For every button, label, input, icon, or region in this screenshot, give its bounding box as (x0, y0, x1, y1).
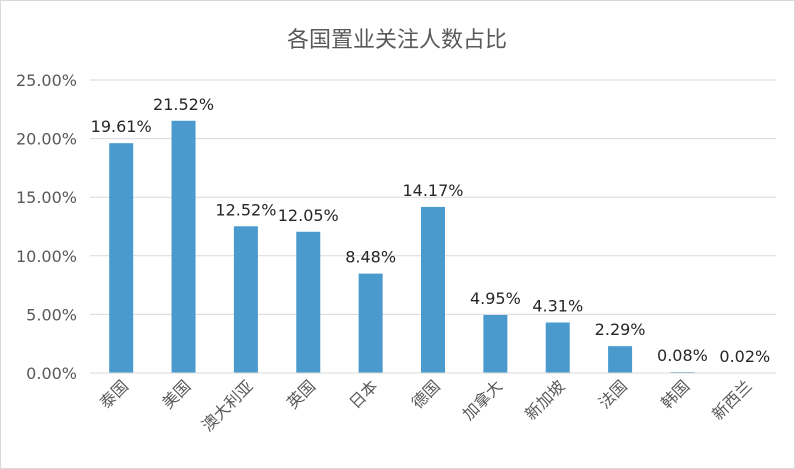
data-label: 21.52% (153, 95, 214, 114)
data-label: 8.48% (345, 248, 396, 267)
x-tick-label: 加拿大 (459, 376, 506, 423)
bar (608, 346, 633, 373)
x-tick-label: 法国 (595, 376, 631, 412)
x-tick-label: 日本 (345, 376, 381, 412)
y-tick-label: 5.00% (26, 305, 77, 324)
data-label: 19.61% (91, 117, 152, 136)
bar (109, 143, 134, 373)
bar (358, 273, 383, 373)
x-tick-label: 韩国 (657, 376, 693, 412)
y-tick-label: 25.00% (16, 71, 77, 90)
y-tick-label: 10.00% (16, 247, 77, 266)
chart-title: 各国置业关注人数占比 (287, 28, 507, 53)
x-tick-label: 澳大利亚 (198, 376, 257, 435)
bar (421, 206, 445, 373)
y-tick-label: 20.00% (16, 130, 77, 149)
x-tick-label: 新西兰 (708, 376, 755, 423)
bar (545, 322, 570, 373)
data-label: 4.95% (470, 289, 521, 308)
bar (171, 120, 196, 373)
bars (109, 120, 757, 373)
data-label: 0.02% (719, 347, 770, 366)
y-tick-label: 0.00% (26, 364, 77, 383)
x-axis: 泰国 美国 澳大利亚 英国 日本 德国 加拿大 新加坡 法国 韩国 新西兰 (90, 372, 776, 435)
data-label: 12.52% (215, 200, 276, 219)
data-label: 2.29% (595, 320, 646, 339)
data-label: 0.08% (657, 346, 708, 365)
bar (296, 231, 321, 373)
x-tick-label: 德国 (408, 376, 444, 412)
bar (483, 314, 508, 373)
y-tick-label: 15.00% (16, 188, 77, 207)
x-tick-label: 泰国 (96, 376, 132, 412)
x-tick-label: 美国 (158, 376, 194, 412)
x-tick-label: 英国 (283, 376, 319, 412)
data-label: 4.31% (532, 296, 583, 315)
data-labels: 19.61%21.52% 12.52% 12.05% 8.48% 14.17% 4.95%… (91, 95, 771, 366)
x-tick-label: 新加坡 (521, 376, 568, 423)
data-label: 14.17% (402, 181, 463, 200)
bar (233, 226, 258, 373)
y-axis: 0.00% 5.00% 10.00% 15.00% 20.00% 25.00% (16, 71, 77, 383)
data-label: 12.05% (278, 206, 339, 225)
